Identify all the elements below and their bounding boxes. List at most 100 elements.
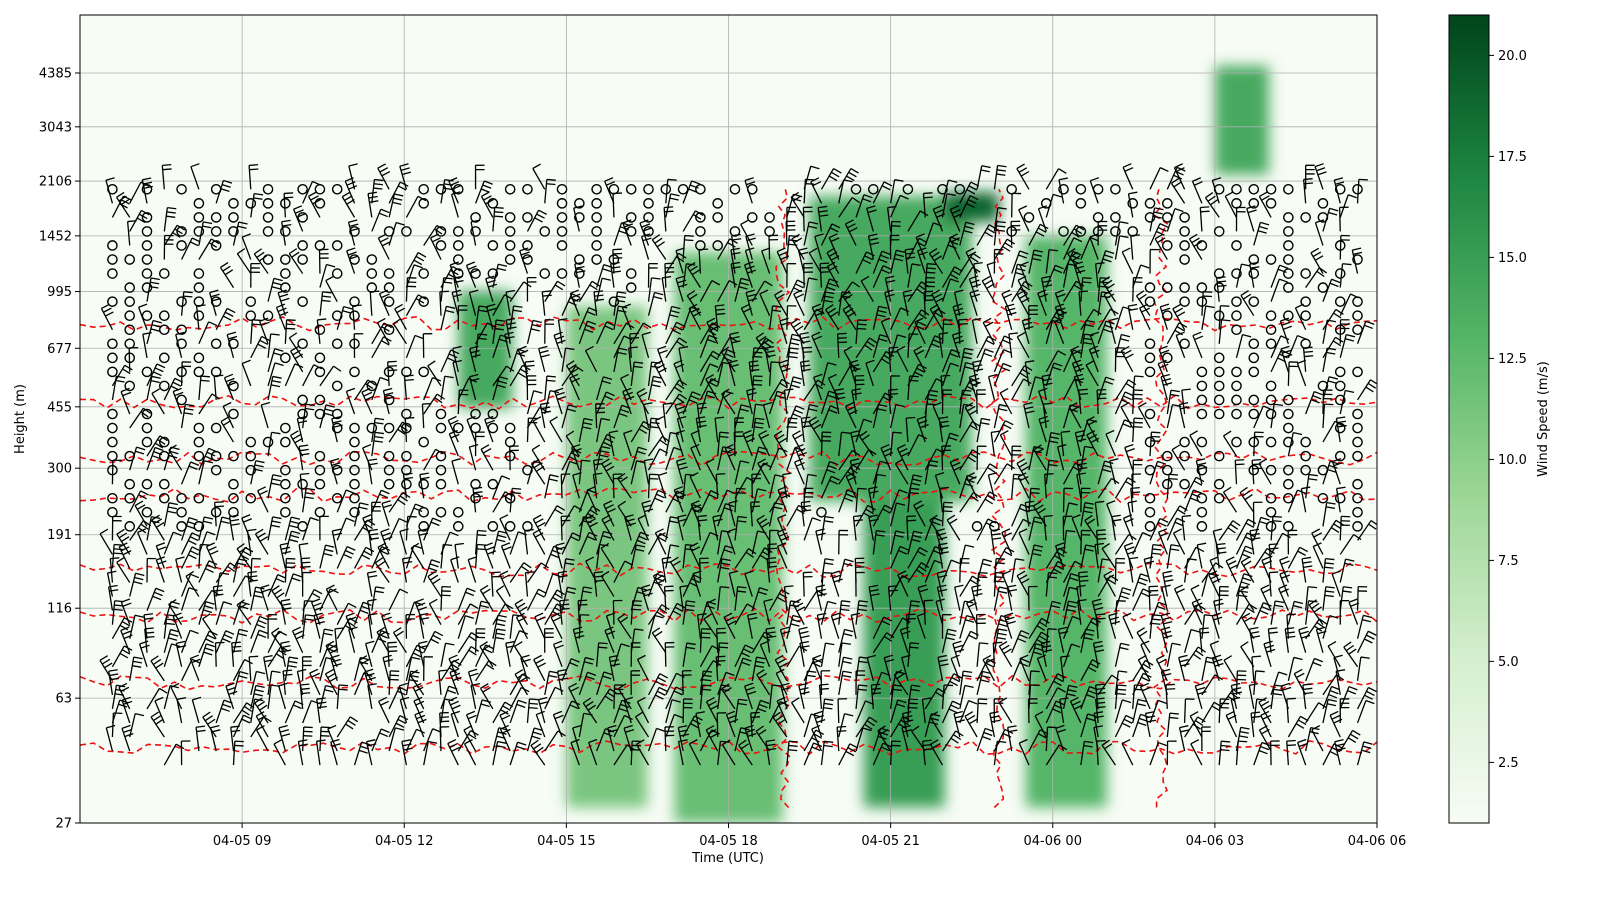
barb-flag [494, 206, 504, 209]
wind-barb [241, 233, 252, 260]
barb-staff [336, 489, 347, 513]
barb-flag [206, 542, 216, 548]
calm-circle [124, 492, 136, 504]
barb-flag [175, 556, 185, 560]
calm-circle [366, 380, 378, 392]
calm-circle [297, 478, 308, 490]
barb-flag [240, 601, 250, 606]
barb-flag [493, 215, 504, 218]
barb-flag [190, 163, 200, 168]
barb-flag [716, 473, 726, 475]
barb-flag [138, 494, 147, 500]
barb-flag [191, 546, 201, 552]
barb-staff [141, 179, 148, 204]
barb-flag [328, 588, 337, 594]
barb-flag [204, 647, 214, 652]
barb-staff [106, 572, 114, 597]
barb-flag [276, 592, 285, 599]
barb-flag [274, 348, 284, 352]
barb-flag [101, 303, 110, 309]
barb-flag [241, 709, 250, 716]
barb-staff [250, 630, 260, 653]
wind-barb [345, 612, 357, 639]
wind-barb [371, 417, 385, 443]
barb-staff [330, 741, 338, 766]
barb-flag [261, 401, 271, 406]
barb-staff [302, 181, 314, 204]
barb-flag [546, 183, 556, 186]
calm-circle [280, 268, 291, 279]
barb-staff [185, 575, 200, 597]
calm-circle [245, 450, 257, 462]
wind-barb [181, 237, 201, 260]
barb-flag [299, 743, 309, 747]
barb-staff [319, 264, 328, 288]
barb-staff [146, 435, 161, 457]
wind-barb [111, 543, 124, 569]
barb-flag [234, 740, 244, 743]
barb-flag [203, 221, 213, 225]
barb-staff [191, 699, 200, 724]
barb-flag [387, 360, 397, 363]
barb-staff [247, 572, 252, 597]
barb-flag [311, 592, 321, 599]
barb-flag [325, 544, 335, 548]
barb-flag [239, 671, 249, 675]
barb-flag [364, 523, 373, 530]
barb-flag [114, 604, 124, 607]
wind-barb [241, 359, 252, 387]
barb-flag [324, 548, 334, 553]
barb-staff [232, 702, 248, 724]
calm-circle [176, 338, 187, 350]
barb-flag [288, 332, 298, 339]
barb-flag [332, 528, 342, 532]
barb-flag [190, 654, 199, 660]
wind-barb [118, 682, 131, 710]
barb-flag [387, 641, 397, 644]
wind-barb [366, 570, 378, 597]
calm-circle [176, 296, 187, 307]
barb-flag [279, 311, 289, 317]
barb-staff [288, 253, 304, 274]
barb-flag [650, 426, 660, 429]
barb-flag [169, 633, 179, 637]
barb-staff [367, 614, 373, 639]
barb-staff [111, 364, 126, 387]
barb-flag [169, 605, 179, 609]
barb-flag [289, 520, 300, 525]
barb-flag [362, 514, 372, 519]
barb-flag [271, 431, 281, 435]
wind-barb [198, 643, 215, 667]
barb-staff [232, 221, 240, 246]
barb-staff [250, 685, 257, 710]
wind-barb [163, 531, 182, 555]
barb-flag [258, 714, 267, 721]
wind-barb [271, 585, 286, 611]
wind-barb [288, 332, 304, 359]
wind-barb [313, 612, 326, 639]
barb-flag [273, 630, 282, 638]
wind-barb [151, 514, 165, 541]
barb-staff [241, 236, 252, 260]
barb-flag [183, 291, 193, 294]
calm-circle [297, 394, 308, 406]
wind-barb [250, 684, 265, 710]
barb-staff [250, 671, 257, 696]
calm-circle [141, 226, 153, 237]
wind-barb [198, 221, 213, 246]
wind-barb [366, 598, 377, 625]
calm-circle [228, 450, 239, 462]
wind-barb [189, 654, 201, 682]
barb-staff [163, 207, 168, 232]
barb-flag [122, 630, 131, 636]
wind-barb [255, 725, 269, 752]
barb-flag [358, 506, 368, 510]
barb-flag [477, 534, 487, 537]
wind-barb [232, 221, 248, 246]
wind-barb [365, 640, 375, 667]
barb-staff [181, 546, 193, 569]
calm-circle [228, 408, 239, 420]
calm-circle [262, 254, 274, 265]
barb-flag [211, 297, 221, 302]
barb-flag [120, 686, 130, 692]
